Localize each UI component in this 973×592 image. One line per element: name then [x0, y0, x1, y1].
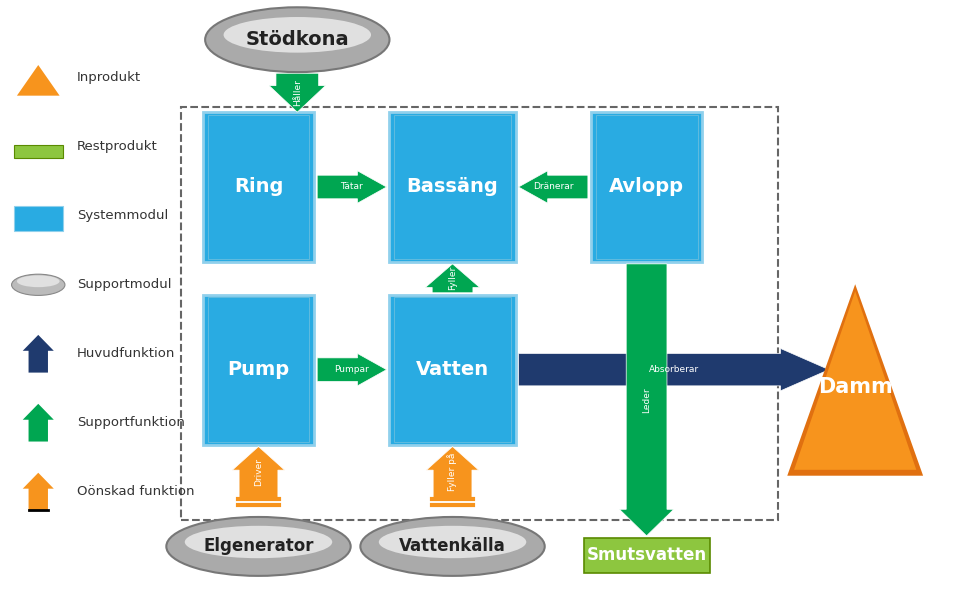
FancyBboxPatch shape — [14, 144, 62, 157]
Ellipse shape — [17, 275, 59, 287]
Text: Inprodukt: Inprodukt — [77, 72, 141, 85]
Text: Håller: Håller — [293, 79, 302, 106]
Polygon shape — [270, 73, 325, 112]
Polygon shape — [22, 335, 54, 372]
Text: Pump: Pump — [228, 360, 290, 379]
Text: Damm: Damm — [818, 377, 892, 397]
Text: Driver: Driver — [254, 458, 263, 486]
Ellipse shape — [185, 526, 332, 558]
Polygon shape — [22, 473, 54, 510]
Text: Systemmodul: Systemmodul — [77, 210, 168, 223]
Text: Avlopp: Avlopp — [609, 178, 684, 197]
Ellipse shape — [12, 274, 65, 295]
Polygon shape — [317, 170, 386, 203]
Polygon shape — [794, 291, 917, 470]
Polygon shape — [787, 284, 923, 476]
Text: Leder: Leder — [642, 387, 651, 413]
Text: Fyller: Fyller — [448, 266, 457, 291]
Text: Absorberar: Absorberar — [649, 365, 699, 374]
Text: Stödkona: Stödkona — [245, 30, 349, 49]
Text: Tätar: Tätar — [341, 182, 363, 191]
Text: Oönskad funktion: Oönskad funktion — [77, 485, 195, 498]
Ellipse shape — [378, 526, 526, 558]
Text: Elgenerator: Elgenerator — [203, 538, 313, 555]
Polygon shape — [620, 264, 673, 536]
FancyBboxPatch shape — [202, 112, 314, 262]
FancyBboxPatch shape — [584, 538, 709, 573]
FancyBboxPatch shape — [389, 295, 516, 445]
Ellipse shape — [360, 517, 545, 576]
FancyBboxPatch shape — [389, 112, 516, 262]
FancyBboxPatch shape — [591, 112, 703, 262]
Text: Vattenkälla: Vattenkälla — [399, 538, 506, 555]
Polygon shape — [17, 65, 59, 96]
Text: Restprodukt: Restprodukt — [77, 140, 158, 153]
Text: Smutsvatten: Smutsvatten — [587, 546, 706, 564]
Text: Supportfunktion: Supportfunktion — [77, 416, 185, 429]
Text: Fyller på: Fyller på — [448, 453, 457, 491]
Text: Ring: Ring — [234, 178, 283, 197]
Polygon shape — [425, 264, 480, 293]
Text: Bassäng: Bassäng — [407, 178, 498, 197]
Text: Dränerar: Dränerar — [533, 182, 573, 191]
Polygon shape — [233, 446, 285, 497]
Polygon shape — [519, 349, 829, 391]
Text: Huvudfunktion: Huvudfunktion — [77, 348, 175, 361]
Ellipse shape — [224, 17, 371, 53]
Polygon shape — [426, 446, 479, 497]
Polygon shape — [317, 353, 386, 386]
Polygon shape — [519, 170, 588, 203]
FancyBboxPatch shape — [14, 207, 62, 231]
Text: Pumpar: Pumpar — [335, 365, 370, 374]
FancyBboxPatch shape — [202, 295, 314, 445]
Text: Vatten: Vatten — [416, 360, 489, 379]
Ellipse shape — [166, 517, 350, 576]
Polygon shape — [22, 404, 54, 442]
Text: Supportmodul: Supportmodul — [77, 278, 171, 291]
Ellipse shape — [205, 7, 389, 72]
